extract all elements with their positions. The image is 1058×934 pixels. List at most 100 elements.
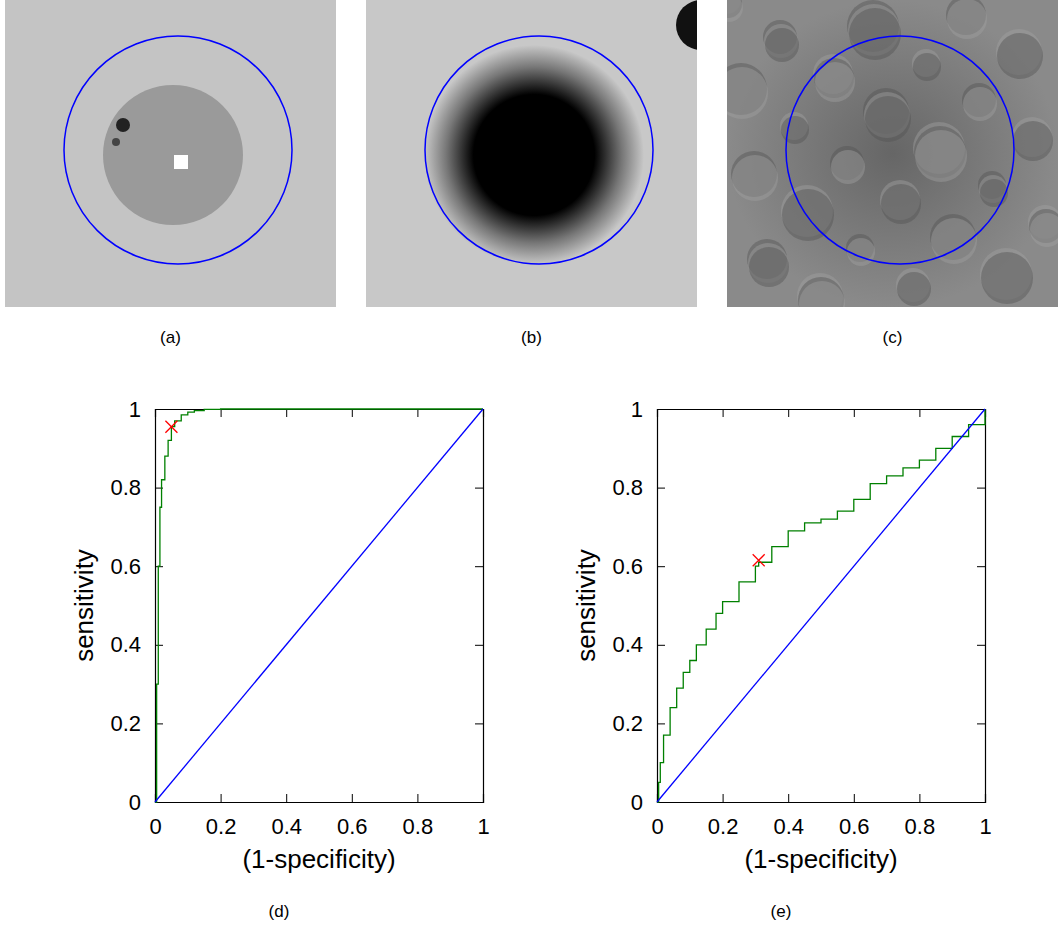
image-panel: (a)	[5, 0, 745, 688]
tick: 0.6	[612, 554, 665, 579]
tick-label: 0.8	[612, 475, 643, 500]
texture	[799, 281, 845, 307]
tick: 0.4	[271, 794, 302, 839]
tick-label: 0.4	[271, 814, 302, 839]
texture	[749, 247, 789, 287]
panel-label: (d)	[269, 902, 290, 921]
tick: 0.6	[110, 554, 163, 579]
tick-mark	[221, 794, 222, 802]
tick: 0	[129, 790, 163, 815]
tick-label: 0.6	[839, 814, 870, 839]
axis-line	[658, 794, 986, 803]
panel-label: (e)	[771, 902, 792, 921]
tick	[475, 645, 483, 646]
tick	[919, 409, 920, 417]
texture	[915, 130, 967, 182]
image-panel: (c)	[713, 0, 1058, 688]
tick	[854, 409, 855, 417]
tick-mark	[788, 794, 789, 802]
spot	[112, 138, 120, 146]
tick-mark	[286, 409, 287, 417]
tick-label: 0.6	[110, 554, 141, 579]
texture	[1013, 121, 1053, 161]
tick	[475, 802, 483, 803]
tick	[977, 566, 985, 567]
texture	[981, 252, 1033, 304]
tick: 0.2	[110, 711, 163, 736]
tick	[475, 488, 483, 489]
tick	[788, 409, 789, 417]
marker	[753, 554, 765, 566]
roc-curve	[657, 409, 985, 802]
tick-label: 0.2	[206, 814, 237, 839]
tick: 0.2	[708, 794, 739, 839]
texture	[897, 272, 931, 306]
x-axis-title: (1-specificity)	[744, 844, 897, 874]
y-axis: 00.20.40.60.81	[110, 397, 163, 815]
texture	[947, 0, 987, 39]
nodule	[103, 85, 243, 225]
tick-label: 0.8	[905, 814, 936, 839]
tick-mark	[788, 409, 789, 417]
tick-label: 1	[477, 814, 489, 839]
tick-label: 0	[631, 790, 643, 815]
tick-mark	[854, 409, 855, 417]
tick-label: 0.8	[403, 814, 434, 839]
core	[174, 155, 188, 169]
texture	[727, 0, 743, 22]
tick: 0.4	[110, 632, 163, 657]
tick: 0.2	[206, 794, 237, 839]
diagonal	[657, 409, 985, 802]
tick	[977, 645, 985, 646]
tick	[657, 409, 658, 417]
texture	[865, 96, 911, 142]
tick: 0.2	[612, 711, 665, 736]
texture	[980, 179, 1008, 207]
tick-mark	[352, 409, 353, 417]
texture	[782, 189, 834, 241]
tick	[977, 723, 985, 724]
image-background	[727, 0, 1058, 307]
tick-mark	[475, 566, 483, 567]
tick-mark	[417, 409, 418, 417]
tick	[475, 566, 483, 567]
tick-label: 0.6	[612, 554, 643, 579]
tick	[475, 723, 483, 724]
y-axis-title: sensitivity	[69, 549, 99, 662]
tick-label: 0.2	[612, 711, 643, 736]
figure: (a)(b) (c) 0 0.2 0.4 0.6 0.8 1 0 0.2 0.4 0.6 0.8 1 sen…	[0, 0, 1058, 934]
tick-mark	[657, 645, 665, 646]
plot-area	[657, 409, 985, 802]
texture	[781, 116, 809, 144]
tick-label: 0.8	[110, 475, 141, 500]
tick-label: 0	[651, 814, 663, 839]
tick-mark	[657, 723, 665, 724]
roc-curve	[155, 409, 483, 802]
tick: 0.8	[612, 475, 665, 500]
tick-mark	[475, 488, 483, 489]
texture	[881, 184, 921, 224]
panel-label: (b)	[521, 328, 542, 347]
nodule	[424, 45, 644, 265]
tick-label: 0	[149, 814, 161, 839]
panel-label: (c)	[883, 328, 903, 347]
tick-mark	[221, 409, 222, 417]
tick-label: 1	[979, 814, 991, 839]
tick: 0.4	[773, 794, 804, 839]
tick-mark	[977, 802, 985, 803]
tick	[977, 802, 985, 803]
tick	[977, 488, 985, 489]
chart: 00.20.40.60.8100.20.40.60.81sensitivity(…	[69, 397, 490, 921]
tick-mark	[919, 409, 920, 417]
spot	[116, 118, 130, 132]
image-background	[366, 0, 697, 307]
diagonal	[155, 409, 483, 802]
y-axis-right	[475, 410, 484, 803]
tick-mark	[977, 645, 985, 646]
tick	[417, 409, 418, 417]
tick-mark	[657, 488, 665, 489]
roi-circle	[425, 36, 653, 264]
texture	[849, 8, 901, 60]
tick	[155, 409, 156, 417]
x-axis-title: (1-specificity)	[242, 844, 395, 874]
